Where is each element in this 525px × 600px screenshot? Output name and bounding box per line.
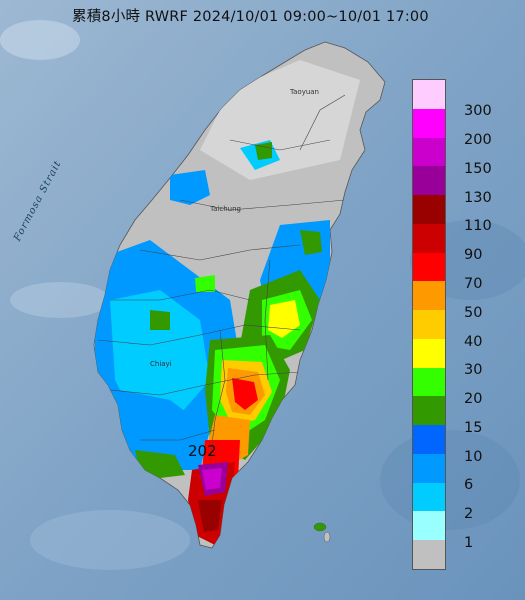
place-label-taichung: Taichung xyxy=(210,205,241,213)
rainfall-legend-bar xyxy=(412,79,446,570)
legend-swatch xyxy=(413,453,445,484)
legend-label: 300 xyxy=(464,103,492,120)
legend-label: 2 xyxy=(464,506,474,523)
legend-swatch xyxy=(413,425,445,455)
legend-swatch xyxy=(413,482,445,512)
green-island xyxy=(313,522,327,532)
legend-swatch xyxy=(413,396,445,426)
legend-label: 10 xyxy=(464,448,483,465)
legend-swatch xyxy=(413,137,445,167)
legend-label: 110 xyxy=(464,218,492,235)
legend-label: 1 xyxy=(464,534,474,551)
legend-label: 50 xyxy=(464,304,483,321)
legend-label: 150 xyxy=(464,160,492,177)
legend-swatch xyxy=(413,252,445,282)
legend-label: 20 xyxy=(464,391,483,408)
legend-swatch xyxy=(413,281,445,311)
rainfall-shading xyxy=(95,60,360,545)
legend-swatch xyxy=(413,540,445,570)
legend-label: 70 xyxy=(464,275,483,292)
place-label-chiayi: Chiayi xyxy=(150,360,172,368)
legend-swatch xyxy=(413,338,445,369)
legend-swatch xyxy=(413,108,445,138)
map-title: 累積8小時 RWRF 2024/10/01 09:00~10/01 17:00 xyxy=(72,9,429,25)
legend-label: 6 xyxy=(464,477,474,494)
legend-swatch xyxy=(413,310,445,340)
legend-label: 15 xyxy=(464,419,483,436)
place-label-taoyuan: Taoyuan xyxy=(290,88,319,96)
legend-label: 200 xyxy=(464,132,492,149)
legend-swatch xyxy=(413,166,445,196)
legend-swatch xyxy=(413,80,445,110)
legend-swatch xyxy=(413,223,445,254)
legend-swatch xyxy=(413,367,445,397)
county-borders xyxy=(97,94,346,461)
max-rainfall-label: 202 xyxy=(188,442,217,460)
legend-label: 130 xyxy=(464,189,492,206)
legend-label: 30 xyxy=(464,362,483,379)
legend-label: 40 xyxy=(464,333,483,350)
orchid-island xyxy=(323,531,331,543)
legend-swatch xyxy=(413,511,445,541)
legend-label: 90 xyxy=(464,247,483,264)
legend-swatch xyxy=(413,195,445,225)
